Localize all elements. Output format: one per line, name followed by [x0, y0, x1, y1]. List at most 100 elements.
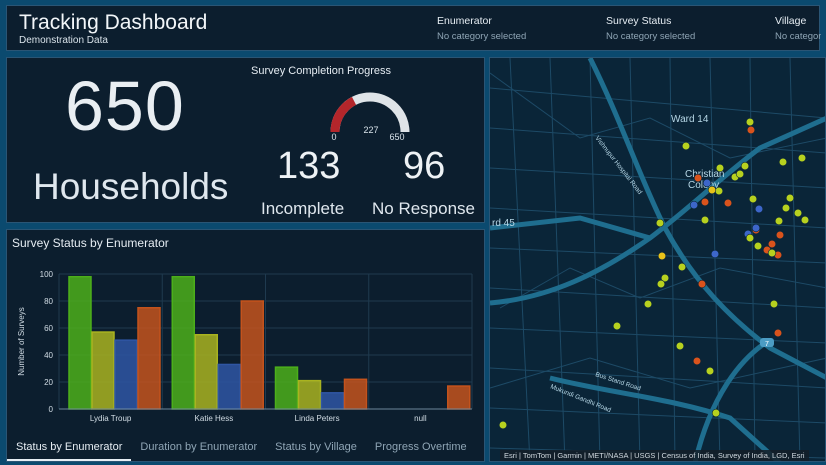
- tab-duration-by-enumerator[interactable]: Duration by Enumerator: [131, 433, 266, 461]
- major-roads: [490, 58, 826, 462]
- chart-tabs: Status by Enumerator Duration by Enumera…: [7, 433, 485, 461]
- survey-point[interactable]: [770, 300, 778, 308]
- survey-point[interactable]: [776, 231, 784, 239]
- survey-status-bar-chart: 020406080100Number of SurveysLydia Troup…: [7, 254, 484, 432]
- bar[interactable]: [138, 308, 160, 409]
- survey-point[interactable]: [794, 209, 802, 217]
- survey-point[interactable]: [706, 367, 714, 375]
- survey-point[interactable]: [656, 219, 664, 227]
- survey-point[interactable]: [779, 158, 787, 166]
- bar[interactable]: [345, 379, 367, 409]
- survey-point[interactable]: [768, 249, 776, 257]
- survey-point[interactable]: [708, 186, 716, 194]
- y-tick-label: 100: [40, 270, 54, 279]
- survey-point[interactable]: [724, 199, 732, 207]
- bar[interactable]: [69, 277, 91, 409]
- gauge-title: Survey Completion Progress: [251, 65, 391, 77]
- survey-point[interactable]: [676, 342, 684, 350]
- bar[interactable]: [322, 393, 344, 409]
- x-tick-label: Katie Hess: [195, 414, 234, 423]
- survey-point[interactable]: [801, 216, 809, 224]
- survey-point[interactable]: [682, 142, 690, 150]
- survey-point[interactable]: [741, 162, 749, 170]
- bar[interactable]: [276, 367, 298, 409]
- survey-point[interactable]: [755, 205, 763, 213]
- survey-point[interactable]: [690, 201, 698, 209]
- bar[interactable]: [115, 340, 137, 409]
- y-tick-label: 0: [49, 405, 54, 414]
- bar[interactable]: [241, 301, 263, 409]
- survey-point[interactable]: [499, 421, 507, 429]
- incomplete-label: Incomplete: [261, 199, 344, 219]
- survey-point[interactable]: [786, 194, 794, 202]
- survey-point[interactable]: [746, 234, 754, 242]
- x-tick-label: Linda Peters: [295, 414, 340, 423]
- survey-point[interactable]: [716, 164, 724, 172]
- village-selector-value: No category selected: [775, 31, 821, 42]
- x-tick-label: Lydia Troup: [90, 414, 132, 423]
- completion-gauge: 0 227 650: [325, 90, 415, 142]
- survey-status-selector[interactable]: Survey Status No category selected: [606, 15, 695, 42]
- survey-point[interactable]: [746, 118, 754, 126]
- survey-point[interactable]: [701, 216, 709, 224]
- map-attribution: Esri | TomTom | Garmin | METI/NASA | USG…: [500, 450, 809, 461]
- y-tick-label: 40: [44, 351, 53, 360]
- tab-status-by-enumerator[interactable]: Status by Enumerator: [7, 433, 131, 461]
- no-response-count: 96: [403, 145, 445, 188]
- y-tick-label: 20: [44, 378, 53, 387]
- household-stats-panel: 650 Households Survey Completion Progres…: [6, 57, 485, 223]
- survey-point[interactable]: [711, 250, 719, 258]
- header-bar: Tracking Dashboard Demonstration Data En…: [6, 5, 820, 51]
- survey-point[interactable]: [712, 409, 720, 417]
- survey-point[interactable]: [749, 195, 757, 203]
- highway-shield: 7: [760, 338, 774, 348]
- survey-point[interactable]: [701, 198, 709, 206]
- enumerator-selector[interactable]: Enumerator No category selected: [437, 15, 526, 42]
- bar[interactable]: [195, 335, 217, 409]
- survey-point[interactable]: [775, 217, 783, 225]
- survey-point[interactable]: [752, 224, 760, 232]
- survey-point[interactable]: [644, 300, 652, 308]
- bar[interactable]: [172, 277, 194, 409]
- y-tick-label: 80: [44, 297, 53, 306]
- enumerator-selector-value: No category selected: [437, 31, 526, 42]
- survey-point[interactable]: [774, 329, 782, 337]
- survey-point[interactable]: [782, 204, 790, 212]
- chart-title: Survey Status by Enumerator: [12, 236, 169, 250]
- survey-point[interactable]: [703, 179, 711, 187]
- survey-point[interactable]: [658, 252, 666, 260]
- survey-point[interactable]: [747, 126, 755, 134]
- survey-point[interactable]: [678, 263, 686, 271]
- village-selector[interactable]: Village No category selected: [775, 15, 821, 42]
- gauge-value: 227: [363, 125, 378, 135]
- enumerator-chart-panel: Survey Status by Enumerator 0 20 40 60 80 100…: [6, 229, 485, 462]
- x-tick-label: null: [414, 414, 427, 423]
- survey-point[interactable]: [694, 174, 702, 182]
- tab-progress-overtime[interactable]: Progress Overtime: [366, 433, 476, 461]
- survey-map[interactable]: Ward 14 Christian Colony rd 45 Vishnupur…: [489, 57, 826, 462]
- survey-point[interactable]: [693, 357, 701, 365]
- incomplete-count: 133: [277, 145, 340, 188]
- survey-points[interactable]: [499, 118, 809, 429]
- survey-status-selector-label: Survey Status: [606, 15, 695, 27]
- gauge-fill: [335, 101, 354, 132]
- survey-point[interactable]: [736, 170, 744, 178]
- gauge-min: 0: [331, 132, 336, 142]
- households-count: 650: [65, 66, 185, 146]
- village-selector-label: Village: [775, 15, 821, 27]
- bar[interactable]: [218, 364, 240, 409]
- page-subtitle: Demonstration Data: [19, 35, 108, 46]
- tab-status-by-village[interactable]: Status by Village: [266, 433, 366, 461]
- enumerator-selector-label: Enumerator: [437, 15, 526, 27]
- bar[interactable]: [448, 386, 470, 409]
- survey-point[interactable]: [798, 154, 806, 162]
- survey-point[interactable]: [657, 280, 665, 288]
- survey-point[interactable]: [613, 322, 621, 330]
- survey-point[interactable]: [698, 280, 706, 288]
- survey-point[interactable]: [754, 242, 762, 250]
- bar[interactable]: [299, 381, 321, 409]
- bar[interactable]: [92, 332, 114, 409]
- map-label-ward-45: rd 45: [492, 218, 515, 229]
- survey-point[interactable]: [715, 187, 723, 195]
- map-canvas[interactable]: Ward 14 Christian Colony rd 45 Vishnupur…: [490, 58, 826, 462]
